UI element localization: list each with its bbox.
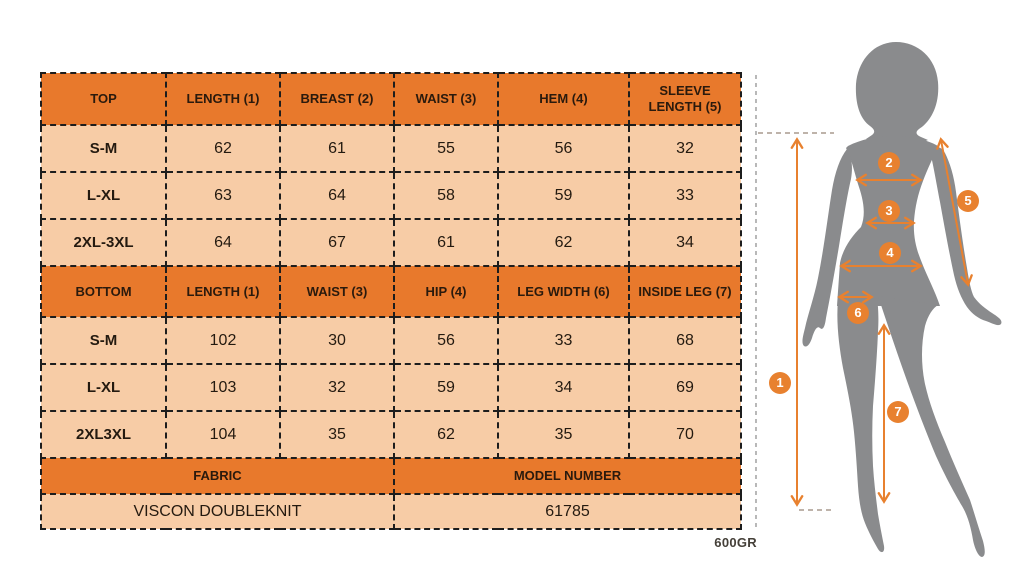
col-header-hip: HIP (4) [393, 265, 499, 318]
table-row-bottom-sm: S-M 102 30 56 33 68 [40, 316, 742, 365]
cell-value: 33 [628, 171, 742, 220]
measure-marker-4: 4 [879, 242, 901, 264]
col-header-length: LENGTH (1) [165, 72, 281, 126]
measure-marker-7: 7 [887, 401, 909, 423]
size-label: S-M [40, 316, 167, 365]
silhouette-right-arm [930, 147, 1002, 326]
cell-value: 70 [628, 410, 742, 459]
cell-value: 102 [165, 316, 281, 365]
top-header-row: TOP LENGTH (1) BREAST (2) WAIST (3) HEM … [40, 72, 742, 126]
cell-value: 64 [279, 171, 395, 220]
model-number-header: MODEL NUMBER [393, 457, 742, 495]
measurement-figure [755, 42, 1002, 557]
cell-value: 59 [497, 171, 630, 220]
cell-value: 64 [165, 218, 281, 267]
cell-value: 62 [165, 124, 281, 173]
size-label: 2XL3XL [40, 410, 167, 459]
col-header-sleeve: SLEEVE LENGTH (5) [628, 72, 742, 126]
woman-silhouette [802, 42, 1002, 557]
cell-value: 103 [165, 363, 281, 412]
col-header-length: LENGTH (1) [165, 265, 281, 318]
weight-note: 600GR [714, 535, 757, 550]
reference-dashes [755, 75, 834, 530]
silhouette-right-leg [878, 296, 985, 557]
col-header-top: TOP [40, 72, 167, 126]
table-row-top-sm: S-M 62 61 55 56 32 [40, 124, 742, 173]
fabric-header: FABRIC [40, 457, 395, 495]
cell-value: 67 [279, 218, 395, 267]
cell-value: 62 [393, 410, 499, 459]
size-label: S-M [40, 124, 167, 173]
cell-value: 30 [279, 316, 395, 365]
col-header-hem: HEM (4) [497, 72, 630, 126]
cell-value: 59 [393, 363, 499, 412]
measurement-arrows [790, 137, 973, 507]
fabric-value: VISCON DOUBLEKNIT [40, 493, 395, 530]
cell-value: 34 [628, 218, 742, 267]
cell-value: 33 [497, 316, 630, 365]
col-header-leg-width: LEG WIDTH (6) [497, 265, 630, 318]
cell-value: 56 [393, 316, 499, 365]
col-header-inside-leg: INSIDE LEG (7) [628, 265, 742, 318]
measure-marker-3: 3 [878, 200, 900, 222]
silhouette-hair [855, 42, 939, 146]
model-number-value: 61785 [393, 493, 742, 530]
measure-marker-1: 1 [769, 372, 791, 394]
cell-value: 55 [393, 124, 499, 173]
cell-value: 34 [497, 363, 630, 412]
cell-value: 58 [393, 171, 499, 220]
col-header-breast: BREAST (2) [279, 72, 395, 126]
fabric-header-row: FABRIC MODEL NUMBER [40, 457, 742, 495]
bottom-header-row: BOTTOM LENGTH (1) WAIST (3) HIP (4) LEG … [40, 265, 742, 318]
col-header-bottom: BOTTOM [40, 265, 167, 318]
sleeve-arrow-5 [936, 137, 973, 287]
measure-marker-2: 2 [878, 152, 900, 174]
cell-value: 35 [279, 410, 395, 459]
fabric-value-row: VISCON DOUBLEKNIT 61785 [40, 493, 742, 530]
table-row-top-lxl: L-XL 63 64 58 59 33 [40, 171, 742, 220]
cell-value: 63 [165, 171, 281, 220]
cell-value: 61 [393, 218, 499, 267]
cell-value: 104 [165, 410, 281, 459]
size-label: L-XL [40, 363, 167, 412]
size-table: TOP LENGTH (1) BREAST (2) WAIST (3) HEM … [40, 72, 742, 530]
table-row-bottom-lxl: L-XL 103 32 59 34 69 [40, 363, 742, 412]
measure-marker-5: 5 [957, 190, 979, 212]
measure-marker-6: 6 [847, 302, 869, 324]
silhouette-left-arm [802, 149, 852, 347]
col-header-waist: WAIST (3) [393, 72, 499, 126]
silhouette-left-leg [837, 298, 885, 553]
cell-value: 62 [497, 218, 630, 267]
cell-value: 35 [497, 410, 630, 459]
table-row-top-2xl3xl: 2XL-3XL 64 67 61 62 34 [40, 218, 742, 267]
cell-value: 32 [628, 124, 742, 173]
cell-value: 32 [279, 363, 395, 412]
cell-value: 69 [628, 363, 742, 412]
table-row-bottom-2xl3xl: 2XL3XL 104 35 62 35 70 [40, 410, 742, 459]
col-header-waist: WAIST (3) [279, 265, 395, 318]
size-label: L-XL [40, 171, 167, 220]
cell-value: 61 [279, 124, 395, 173]
cell-value: 56 [497, 124, 630, 173]
size-label: 2XL-3XL [40, 218, 167, 267]
cell-value: 68 [628, 316, 742, 365]
